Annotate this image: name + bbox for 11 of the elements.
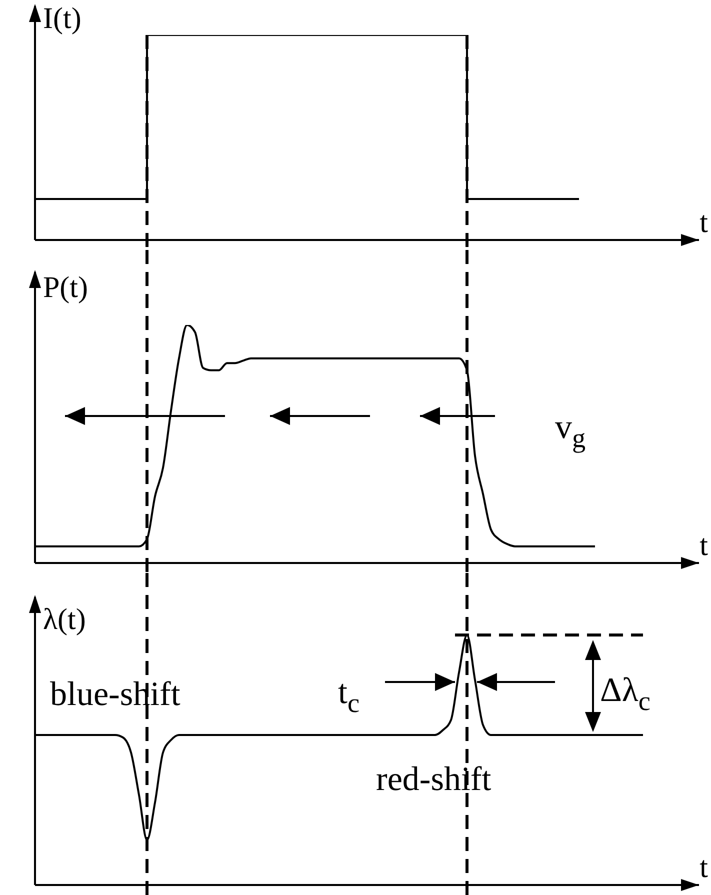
x-axis-title: t xyxy=(700,206,709,239)
annotation: red-shift xyxy=(376,761,492,798)
annotation: blue-shift xyxy=(50,676,181,713)
x-axis-title: t xyxy=(700,529,709,562)
y-axis-title: λ(t) xyxy=(43,603,86,636)
annotation: Δλ$_{c}$ xyxy=(600,672,650,716)
annotation: v$_{g}$ xyxy=(555,409,586,454)
y-axis-title: P(t) xyxy=(43,271,88,304)
y-axis-title: I(t) xyxy=(43,2,82,35)
annotation: t$_{c}$ xyxy=(338,674,360,718)
x-axis-title: t xyxy=(700,851,709,884)
